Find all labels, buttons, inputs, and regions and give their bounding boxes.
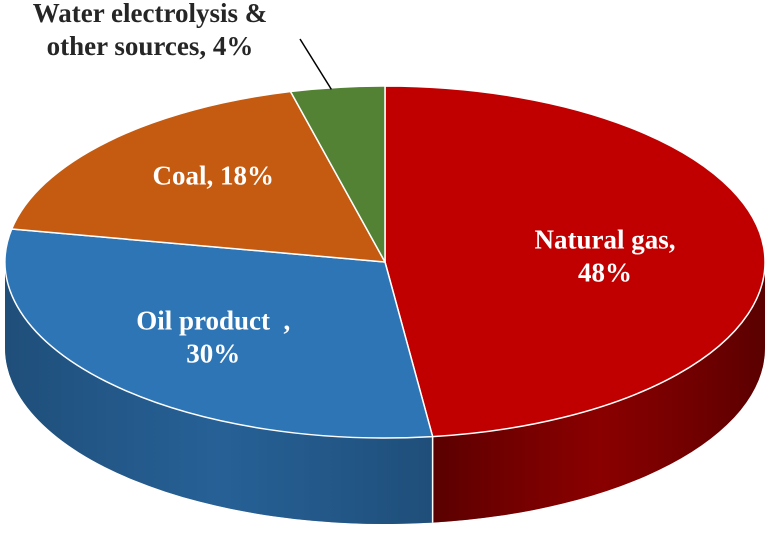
data-label-oil-product-line-2: 30% — [186, 339, 240, 369]
pie-slice-natural-gas — [384, 85, 766, 438]
data-label-water-electrolysis-and-other-sources-line-1: Water electrolysis & — [33, 0, 267, 28]
pie-slice-coal — [10, 90, 386, 263]
pie-side-shade-oil-product — [5, 262, 433, 524]
data-label-water-electrolysis-and-other-sources-line-2: other sources, 4% — [47, 31, 254, 61]
pie-slice-water-electrolysis-and-other-sources — [289, 85, 386, 263]
data-label-oil-product-line-1: Oil product , — [136, 306, 290, 336]
data-label-natural-gas-line-2: 48% — [578, 258, 632, 288]
leader-line-water-electrolysis-and-other-sources — [299, 38, 333, 90]
pie-slice-oil-product — [4, 228, 434, 439]
data-label-coal: Coal, 18% — [153, 161, 275, 191]
pie-side-shade-natural-gas — [432, 262, 766, 523]
data-label-natural-gas-line-1: Natural gas, — [534, 225, 675, 255]
